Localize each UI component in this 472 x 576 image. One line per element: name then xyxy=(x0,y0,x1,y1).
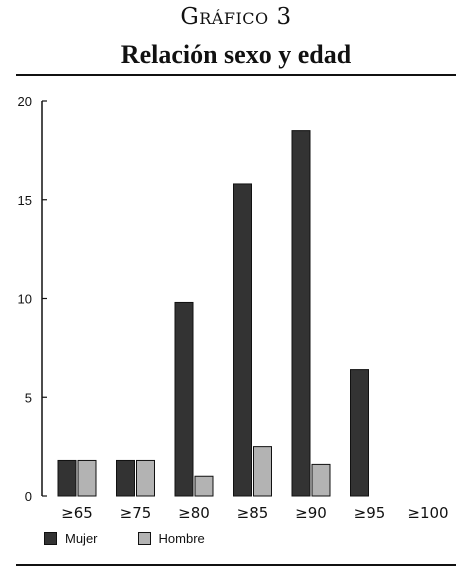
legend-swatch-hombre xyxy=(137,532,151,545)
x-tick-label: ≥90 xyxy=(295,504,327,522)
bar-hombre xyxy=(311,463,331,497)
bar-hombre xyxy=(77,459,97,497)
x-tick-label: ≥75 xyxy=(120,504,152,522)
bar-hombre xyxy=(136,459,155,497)
bar-mujer xyxy=(350,369,369,497)
legend-item-mujer: Mujer xyxy=(44,531,98,546)
x-tick-label: ≥100 xyxy=(407,504,448,522)
y-tick-label: 10 xyxy=(18,292,32,307)
bar-mujer xyxy=(233,183,252,497)
chart-kicker: Gráfico 3 xyxy=(180,4,292,30)
top-rule xyxy=(16,74,456,76)
bar-hombre xyxy=(253,446,272,497)
y-tick-label: 20 xyxy=(18,94,32,109)
legend: Mujer Hombre xyxy=(44,531,245,546)
bar-mujer xyxy=(57,459,77,497)
y-tick-label: 15 xyxy=(18,193,32,208)
chart-title: Relación sexo y edad xyxy=(120,40,352,69)
bar-hombre xyxy=(194,475,214,497)
x-tick-label: ≥95 xyxy=(354,504,386,522)
legend-label-hombre: Hombre xyxy=(158,531,205,546)
bottom-rule xyxy=(16,564,456,566)
bar-mujer xyxy=(116,459,135,497)
y-tick-label: 0 xyxy=(25,489,32,504)
y-tick-label: 5 xyxy=(25,390,32,405)
x-tick-label: ≥65 xyxy=(61,504,93,522)
bar-mujer xyxy=(291,130,311,497)
x-tick-label: ≥85 xyxy=(237,504,269,522)
bar-mujer xyxy=(174,301,194,497)
legend-label-mujer: Mujer xyxy=(65,531,98,546)
legend-swatch-mujer xyxy=(44,532,57,545)
x-tick-label: ≥80 xyxy=(178,504,210,522)
legend-item-hombre: Hombre xyxy=(137,531,205,546)
